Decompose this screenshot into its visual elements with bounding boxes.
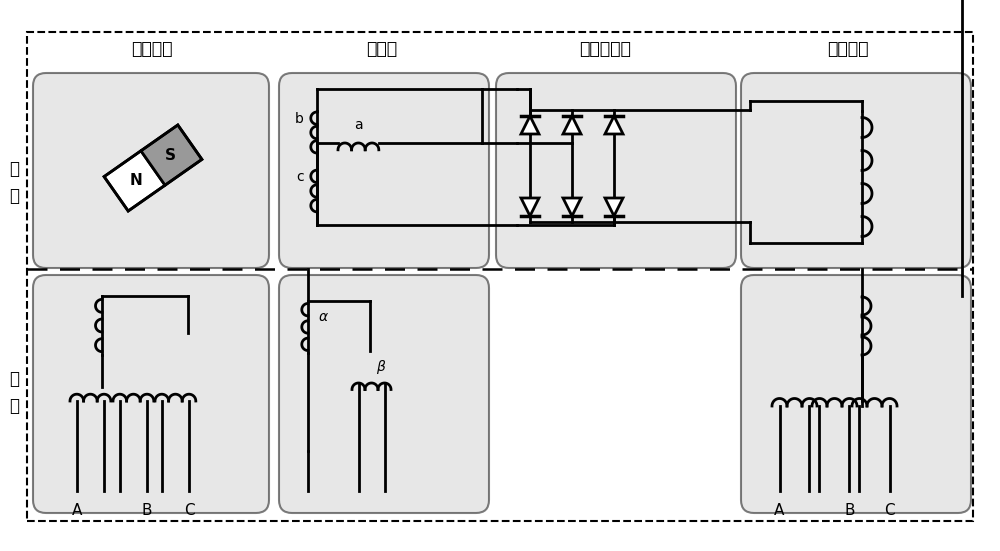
- Text: 副励磁机: 副励磁机: [131, 40, 173, 58]
- Polygon shape: [521, 198, 539, 216]
- Text: $\alpha$: $\alpha$: [318, 310, 329, 324]
- Polygon shape: [141, 125, 202, 185]
- Polygon shape: [605, 116, 623, 134]
- Text: $\beta$: $\beta$: [376, 359, 387, 376]
- FancyBboxPatch shape: [33, 275, 269, 513]
- Text: 励磁机: 励磁机: [366, 40, 398, 58]
- Text: N: N: [129, 172, 142, 187]
- Text: 子: 子: [9, 397, 19, 415]
- FancyBboxPatch shape: [496, 73, 736, 268]
- Polygon shape: [563, 198, 581, 216]
- FancyBboxPatch shape: [741, 275, 971, 513]
- Polygon shape: [104, 151, 165, 211]
- Text: 子: 子: [9, 187, 19, 205]
- Text: 转: 转: [9, 160, 19, 178]
- FancyBboxPatch shape: [741, 73, 971, 268]
- Polygon shape: [605, 198, 623, 216]
- FancyBboxPatch shape: [279, 275, 489, 513]
- FancyBboxPatch shape: [33, 73, 269, 268]
- Polygon shape: [521, 116, 539, 134]
- Text: C: C: [884, 503, 895, 518]
- Bar: [27, 32, 973, 521]
- Text: 主发电机: 主发电机: [827, 40, 869, 58]
- Text: B: B: [142, 503, 152, 518]
- Text: 定: 定: [9, 370, 19, 388]
- FancyBboxPatch shape: [279, 73, 489, 268]
- Text: c: c: [296, 170, 304, 184]
- Polygon shape: [563, 116, 581, 134]
- Text: B: B: [844, 503, 855, 518]
- Text: b: b: [295, 112, 304, 126]
- Text: C: C: [184, 503, 194, 518]
- Text: A: A: [774, 503, 785, 518]
- Text: 旋转整流器: 旋转整流器: [579, 40, 631, 58]
- Text: S: S: [165, 148, 176, 164]
- Text: A: A: [72, 503, 82, 518]
- Text: a: a: [354, 118, 363, 132]
